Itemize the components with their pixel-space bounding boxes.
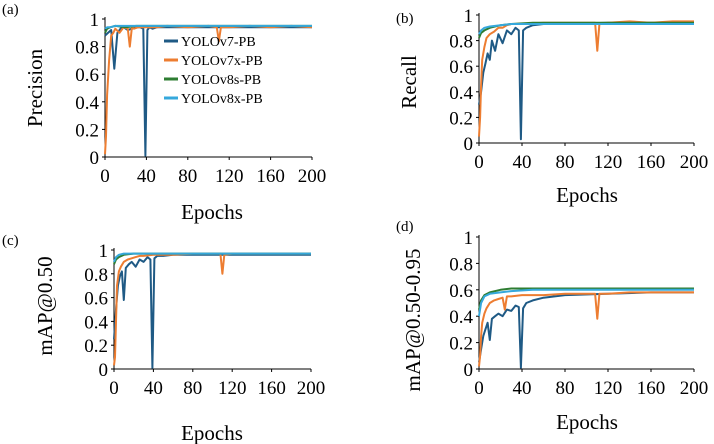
x-tick-label: 80 [556,378,575,399]
y-tick-label: 0.2 [75,120,99,141]
y-tick-label: 0 [99,360,109,381]
y-tick-label: 0 [90,148,100,169]
x-axis-title-a: Epochs [181,200,243,224]
x-tick-label: 40 [513,152,532,173]
panel-label-b: (b) [396,11,414,27]
series-line-yolov7x-pb [478,291,694,367]
y-axis-title-b: Recall [397,55,421,109]
x-tick-label: 160 [256,166,285,187]
legend-label-yolov8s-pb: YOLOv8s-PB [181,73,261,88]
y-tick-label: 0.2 [84,336,108,357]
series-line-yolov7-pb [478,21,694,141]
x-tick-label: 160 [637,378,666,399]
x-axis-title-c: Epochs [181,421,243,444]
y-tick-label: 1 [464,228,474,249]
series-a [104,24,313,157]
series-b [478,20,694,141]
panel-label-a: (a) [2,2,19,18]
panel-label-c: (c) [2,233,19,249]
y-tick-label: 0 [464,134,474,155]
x-axis-title-b: Epochs [556,183,618,207]
x-tick-label: 120 [215,166,244,187]
series-line-yolov8x-pb [104,24,312,30]
y-axis-title-c: mAP@0.50 [33,256,57,355]
x-tick-label: 80 [183,378,202,399]
axes-c: 00.20.40.60.810 40 80 120 160 200 [84,241,325,399]
y-tick-label: 0.6 [449,281,473,302]
legend-label-yolov8x-pb: YOLOv8x-PB [181,92,263,107]
series-line-yolov8x-pb [113,252,311,263]
y-tick-label: 0.2 [449,334,473,355]
x-tick-label: 0 [474,378,484,399]
y-tick-label: 0.6 [75,65,99,86]
y-tick-label: 1 [99,241,109,262]
x-tick-label: 160 [637,152,666,173]
x-tick-label: 40 [144,378,163,399]
y-tick-label: 0.6 [449,57,473,78]
y-tick-label: 0.8 [449,254,473,275]
panel-b: (b) Recall Epochs 0 0.2 0.4 0.6 0.8 1 0 40 80 120… [396,6,708,207]
y-tick-label: 1 [464,6,474,27]
x-tick-label: 80 [178,166,197,187]
y-tick-label: 0.4 [449,83,473,104]
y-tick-label: 0.4 [449,307,473,328]
series-line-yolov7x-pb [478,20,694,137]
series-line-yolov7x-pb [104,24,313,155]
y-tick-label: 0.8 [449,32,473,53]
panel-d: (d) mAP@0.50-0.95 Epochs 00.20.40.60.810… [396,219,708,434]
x-tick-label: 200 [680,378,709,399]
series-line-yolov7x-pb [113,252,311,366]
panel-label-d: (d) [396,219,414,235]
x-axis-title-d: Epochs [556,410,618,434]
y-tick-label: 0.6 [84,289,108,310]
legend: YOLOv7-PB YOLOv7x-PB YOLOv8s-PB YOLOv8x-… [164,35,263,107]
x-tick-label: 120 [594,378,623,399]
x-tick-label: 80 [556,152,575,173]
axes-b: 0 0.2 0.4 0.6 0.8 1 0 40 80 120 160 200 [449,6,708,173]
y-tick-label: 0.8 [75,38,99,59]
x-tick-label: 120 [218,378,247,399]
series-line-yolov8x-pb [478,23,694,35]
y-tick-label: 1 [90,10,100,31]
y-tick-label: 0 [464,360,474,381]
x-tick-label: 160 [257,378,286,399]
x-tick-label: 0 [474,152,484,173]
panel-c: (c) mAP@0.50 Epochs 00.20.40.60.810 40 80 1… [2,233,325,444]
series-d [478,287,694,369]
x-tick-label: 120 [594,152,623,173]
series-line-yolov7-pb [478,291,694,369]
panel-a: (a) Precision 0 0.2 0.4 0.6 0.8 1 0 40 80 120 160 2… [2,2,326,187]
y-tick-label: 0.4 [75,93,99,114]
y-tick-label: 0.8 [84,265,108,286]
axes-d: 0 0.2 0.4 0.6 0.8 1 0 40 80 120 160 200 [449,228,708,399]
axes-a: 0 0.2 0.4 0.6 0.8 1 0 40 80 120 160 200 [75,10,326,187]
y-axis-title-a: Precision [23,48,47,127]
x-tick-label: 200 [680,152,709,173]
x-tick-label: 200 [298,166,327,187]
x-tick-label: 0 [109,378,119,399]
legend-label-yolov7-pb: YOLOv7-PB [181,35,256,50]
series-c [113,252,311,369]
x-tick-label: 200 [297,378,326,399]
series-line-yolov8x-pb [478,288,694,317]
y-axis-title-d: mAP@0.50-0.95 [401,248,425,391]
x-tick-label: 0 [100,166,110,187]
y-tick-label: 0.2 [449,108,473,129]
series-line-yolov7-pb [113,253,311,369]
legend-label-yolov7x-pb: YOLOv7x-PB [181,54,263,69]
x-tick-label: 40 [513,378,532,399]
x-tick-label: 40 [137,166,156,187]
y-tick-label: 0.4 [84,312,108,333]
